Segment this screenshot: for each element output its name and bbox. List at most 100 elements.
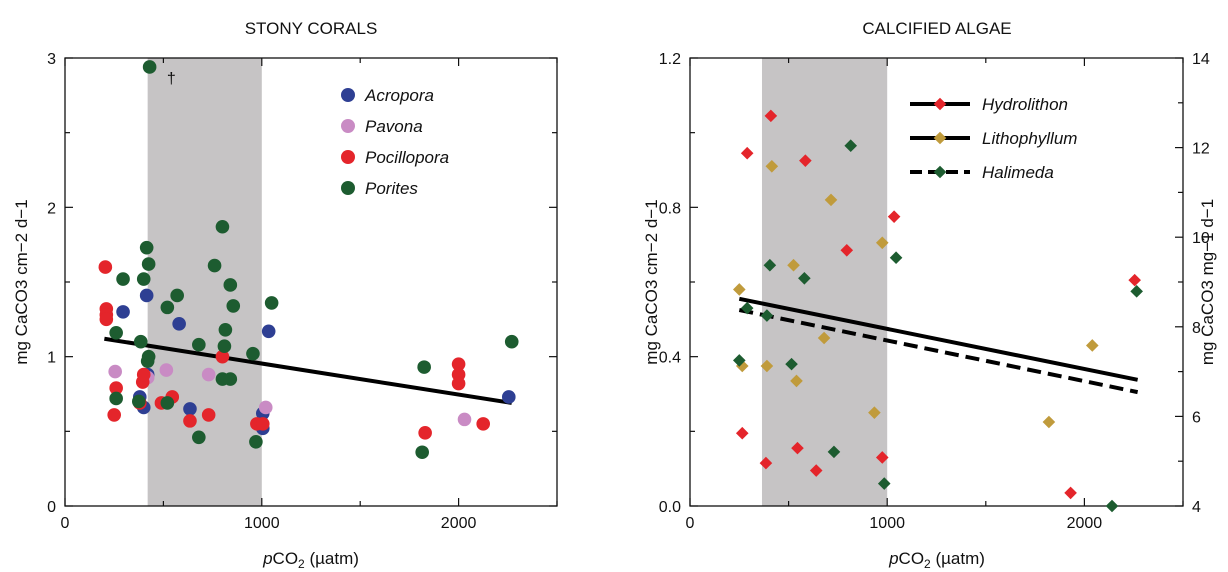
data-point-hydrolithon xyxy=(1064,486,1077,500)
data-point-hydrolithon xyxy=(875,451,889,464)
chart-title: STONY CORALS xyxy=(245,19,378,38)
data-point-porites xyxy=(160,300,175,315)
data-point-halimeda xyxy=(763,258,777,272)
data-point-pavona xyxy=(258,400,273,415)
data-point-pocillopora xyxy=(107,408,121,422)
x-axis-label-italic: p xyxy=(262,549,272,568)
y-axis-label: mg CaCO3 cm−2 d−1 xyxy=(642,199,661,364)
data-point-pocillopora xyxy=(255,417,270,431)
data-point-porites xyxy=(160,396,175,410)
data-point-lithophyllum xyxy=(817,331,831,345)
chart-title: CALCIFIED ALGAE xyxy=(862,19,1011,38)
x-axis-label-sub: 2 xyxy=(924,557,931,571)
data-point-hydrolithon xyxy=(759,456,773,470)
data-point-porites xyxy=(109,391,123,406)
y-right-tick-label: 12 xyxy=(1192,141,1210,158)
x-axis-label-sub: 2 xyxy=(298,557,305,571)
legend-label-lithophyllum: Lithophyllum xyxy=(982,129,1077,148)
data-point-lithophyllum xyxy=(765,159,779,173)
data-point-halimeda xyxy=(760,309,774,322)
y-right-tick-label: 10 xyxy=(1192,230,1210,247)
data-point-pocillopora xyxy=(451,357,466,371)
legend-marker-lithophyllum xyxy=(933,131,947,145)
data-point-lithophyllum xyxy=(875,236,889,250)
y-axis-label: mg CaCO3 cm−2 d−1 xyxy=(12,199,31,364)
data-point-pocillopora xyxy=(201,408,216,422)
y-tick-label: 0.8 xyxy=(659,200,681,217)
data-point-halimeda xyxy=(1130,285,1143,298)
data-point-acropora xyxy=(261,324,276,339)
data-point-porites xyxy=(116,272,130,286)
data-point-lithophyllum xyxy=(868,406,881,419)
data-point-hydrolithon xyxy=(809,464,823,477)
data-point-hydrolithon xyxy=(1128,273,1141,287)
data-point-acropora xyxy=(183,402,197,416)
data-point-porites xyxy=(218,322,233,337)
data-point-pocillopora xyxy=(99,312,114,327)
data-point-porites xyxy=(504,334,519,349)
x-tick-label: 1000 xyxy=(869,515,905,532)
legend-marker-hydrolithon xyxy=(933,97,947,111)
data-point-pavona xyxy=(457,412,472,427)
data-point-pocillopora xyxy=(109,381,123,395)
x-axis-label: pCO2 (µatm) xyxy=(262,549,359,571)
data-point-halimeda xyxy=(827,445,841,459)
data-point-hydrolithon xyxy=(735,426,749,440)
data-point-porites xyxy=(136,272,151,286)
legend: Acropora Pavona Pocillopora Porites xyxy=(341,86,449,198)
data-point-lithophyllum xyxy=(1085,339,1099,352)
y-tick-label: 0 xyxy=(47,499,56,516)
legend-label-porites: Porites xyxy=(365,179,418,198)
data-point-porites xyxy=(217,339,232,354)
legend-label-acropora: Acropora xyxy=(364,86,434,105)
trend-line-halimeda xyxy=(738,308,1139,395)
data-point-porites xyxy=(415,445,429,460)
y-tick-label: 0.4 xyxy=(659,350,681,367)
data-point-hydrolithon xyxy=(799,154,812,167)
y-right-tick-label: 4 xyxy=(1192,499,1201,516)
data-point-pocillopora xyxy=(215,349,230,364)
data-point-hydrolithon xyxy=(764,109,778,123)
data-point-hydrolithon xyxy=(887,210,901,223)
data-point-porites xyxy=(417,360,431,374)
data-point-porites xyxy=(132,394,146,409)
data-point-porites xyxy=(223,278,238,292)
y-tick-label: 0.0 xyxy=(659,499,681,516)
shaded-band xyxy=(147,58,262,506)
legend-marker-porites xyxy=(341,181,355,195)
legend-label-halimeda: Halimeda xyxy=(982,163,1054,182)
data-point-porites xyxy=(141,257,156,271)
legend-marker-halimeda xyxy=(933,165,947,179)
data-point-pavona xyxy=(201,367,216,382)
data-point-pocillopora xyxy=(136,367,151,382)
y-tick-label: 1.2 xyxy=(659,51,681,68)
x-axis-label-unit: (µatm) xyxy=(931,549,985,568)
data-point-porites xyxy=(141,349,156,364)
data-point-halimeda xyxy=(733,354,746,367)
annotation-dagger: † xyxy=(167,70,176,87)
data-point-lithophyllum xyxy=(790,374,803,388)
x-tick-label: 0 xyxy=(61,515,70,532)
x-axis-label-main: CO xyxy=(273,549,299,568)
legend-label-pavona: Pavona xyxy=(365,117,423,136)
y-right-tick-label: 14 xyxy=(1192,51,1210,68)
legend-label-hydrolithon: Hydrolithon xyxy=(982,95,1068,114)
data-point-pavona xyxy=(108,364,122,379)
y-right-tick-label: 8 xyxy=(1192,320,1201,337)
data-point-halimeda xyxy=(785,357,798,371)
y-tick-label: 1 xyxy=(47,350,56,367)
x-tick-label: 1000 xyxy=(244,515,280,532)
data-point-hydrolithon xyxy=(740,146,754,160)
data-point-porites xyxy=(246,346,260,361)
x-axis-label-italic: p xyxy=(888,549,898,568)
x-axis-label: pCO2 (µatm) xyxy=(888,549,985,571)
data-point-porites xyxy=(139,240,154,255)
x-axis-label-unit: (µatm) xyxy=(305,549,359,568)
legend-label-pocillopora: Pocillopora xyxy=(365,148,449,167)
data-point-halimeda xyxy=(844,139,858,153)
data-point-porites xyxy=(264,296,279,310)
data-point-porites xyxy=(207,258,222,273)
data-point-porites xyxy=(215,219,230,234)
data-point-acropora xyxy=(172,317,186,331)
